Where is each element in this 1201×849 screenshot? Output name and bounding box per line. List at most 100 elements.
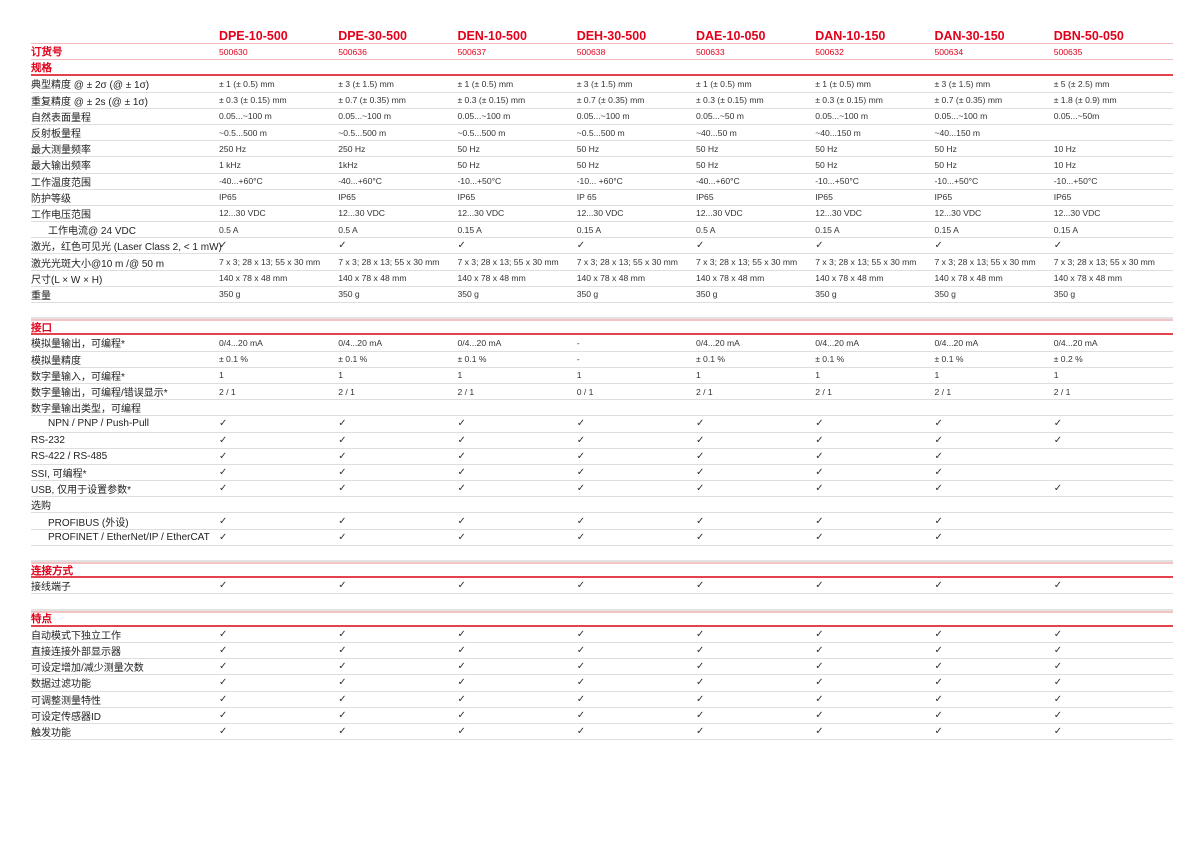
check-icon: ✓: [338, 645, 347, 657]
check-icon: ✓: [1053, 709, 1063, 721]
row-label: 尺寸(L × W × H): [31, 274, 103, 286]
cell-value: 140 x 78 x 48 mm: [457, 273, 526, 284]
check-icon: ✓: [1053, 418, 1063, 430]
cell-value: 12...30 VDC: [338, 208, 385, 219]
check-icon: ✓: [218, 628, 228, 640]
table-row: 自然表面量程 0.05...~100 m 0.05...~100 m 0.05...~…: [31, 109, 1173, 125]
check-icon: ✓: [934, 677, 943, 689]
cell-value: ± 0.2 %: [1053, 354, 1083, 365]
cell-value: 50 Hz: [576, 143, 600, 154]
model-name: DEH-30-500: [576, 28, 647, 43]
cell-value: -40...+60°C: [218, 176, 263, 187]
check-icon: ✓: [576, 725, 586, 737]
cell-value: 0/4...20 mA: [218, 337, 263, 348]
cell-value: 7 x 3; 28 x 13; 55 x 30 mm: [1053, 257, 1155, 268]
check-icon: ✓: [576, 418, 586, 430]
check-icon: ✓: [815, 580, 824, 592]
cell-value: 250 Hz: [338, 143, 366, 154]
spacer-row: [31, 546, 1173, 562]
check-icon: ✓: [815, 515, 824, 527]
cell-value: ~40...150 m: [815, 127, 861, 138]
check-icon: ✓: [934, 483, 943, 495]
table-row: 尺寸(L × W × H) 140 x 78 x 48 mm 140 x 78 x …: [31, 271, 1173, 287]
check-icon: ✓: [1053, 645, 1063, 657]
cell-value: 140 x 78 x 48 mm: [338, 273, 407, 284]
section-header: 接口: [31, 319, 1173, 336]
check-icon: ✓: [1053, 240, 1063, 252]
model-name: DBN-50-050: [1053, 28, 1124, 43]
cell-value: IP65: [218, 192, 237, 203]
cell-value: ~0.5...500 m: [338, 127, 387, 138]
check-icon: ✓: [457, 450, 466, 462]
cell-value: 350 g: [576, 289, 599, 300]
check-icon: ✓: [576, 709, 586, 721]
cell-value: 350 g: [934, 289, 956, 300]
check-icon: ✓: [576, 661, 586, 673]
cell-value: ± 0.1 %: [934, 354, 964, 365]
check-icon: ✓: [1053, 677, 1063, 689]
check-icon: ✓: [695, 580, 705, 592]
check-icon: ✓: [576, 240, 586, 252]
cell-value: 50 Hz: [695, 159, 719, 170]
check-icon: ✓: [695, 709, 705, 721]
cell-value: 140 x 78 x 48 mm: [218, 273, 288, 284]
check-icon: ✓: [338, 483, 347, 495]
cell-value: -40...+60°C: [695, 176, 740, 187]
check-icon: ✓: [1053, 693, 1063, 705]
cell-value: 0.05...~100 m: [934, 111, 988, 122]
table-row: 数据过滤功能 ✓ ✓ ✓ ✓ ✓ ✓ ✓ ✓: [31, 675, 1173, 692]
cell-value: 0/4...20 mA: [1053, 337, 1098, 348]
cell-value: 140 x 78 x 48 mm: [695, 273, 765, 284]
row-label: 直接连接外部显示器: [31, 647, 121, 659]
cell-value: ± 0.7 (± 0.35) mm: [338, 95, 406, 106]
check-icon: ✓: [1053, 434, 1063, 446]
cell-value: 50 Hz: [576, 159, 600, 170]
check-icon: ✓: [218, 434, 228, 446]
check-icon: ✓: [218, 693, 228, 705]
check-icon: ✓: [934, 240, 943, 252]
cell-value: 350 g: [457, 289, 479, 300]
cell-value: 50 Hz: [815, 143, 838, 154]
row-label: 防护等级: [31, 193, 71, 205]
table-row: 模拟量输出，可编程* 0/4...20 mA 0/4...20 mA 0/4...20…: [31, 335, 1173, 352]
check-icon: ✓: [457, 645, 466, 657]
table-row: 直接连接外部显示器 ✓ ✓ ✓ ✓ ✓ ✓ ✓ ✓: [31, 643, 1173, 660]
cell-value: 12...30 VDC: [934, 208, 982, 219]
cell-value: 2 / 1: [218, 386, 236, 397]
cell-value: 1: [338, 370, 343, 381]
check-icon: ✓: [338, 693, 347, 705]
cell-value: 0/4...20 mA: [457, 337, 502, 348]
cell-value: 0.05...~100 m: [218, 111, 272, 122]
section-title: 接口: [31, 321, 52, 334]
order-number: 500638: [576, 46, 606, 57]
check-icon: ✓: [218, 466, 228, 478]
table-row: 可设定增加/减少测量次数 ✓ ✓ ✓ ✓ ✓ ✓ ✓ ✓: [31, 659, 1173, 676]
cell-value: 250 Hz: [218, 143, 247, 154]
check-icon: ✓: [576, 628, 586, 640]
cell-value: IP65: [338, 192, 356, 203]
table-row: USB, 仅用于设置参数* ✓ ✓ ✓ ✓ ✓ ✓ ✓ ✓: [31, 481, 1173, 498]
cell-value: ± 5 (± 2.5) mm: [1053, 78, 1110, 89]
check-icon: ✓: [457, 580, 466, 592]
model-name: DAN-10-150: [815, 28, 886, 43]
check-icon: ✓: [934, 531, 943, 543]
row-label: 最大输出频率: [31, 161, 91, 173]
cell-value: 140 x 78 x 48 mm: [815, 273, 884, 284]
cell-value: 2 / 1: [934, 386, 952, 397]
table-row: PROFIBUS (外设) ✓ ✓ ✓ ✓ ✓ ✓ ✓: [31, 513, 1173, 530]
check-icon: ✓: [576, 677, 586, 689]
cell-value: 7 x 3; 28 x 13; 55 x 30 mm: [218, 257, 321, 268]
model-name: DPE-30-500: [338, 28, 407, 43]
table-row: 反射板量程 ~0.5...500 m ~0.5...500 m ~0.5...5…: [31, 125, 1173, 142]
check-icon: ✓: [1053, 725, 1063, 737]
check-icon: ✓: [815, 725, 824, 737]
cell-value: 50 Hz: [934, 159, 957, 170]
row-label: RS-232: [31, 434, 65, 446]
check-icon: ✓: [338, 725, 347, 737]
cell-value: 50 Hz: [934, 143, 957, 154]
check-icon: ✓: [695, 434, 705, 446]
section-title: 连接方式: [31, 564, 73, 577]
cell-value: 1 kHz: [218, 159, 241, 170]
row-label: 工作温度范围: [31, 177, 91, 189]
check-icon: ✓: [934, 725, 943, 737]
